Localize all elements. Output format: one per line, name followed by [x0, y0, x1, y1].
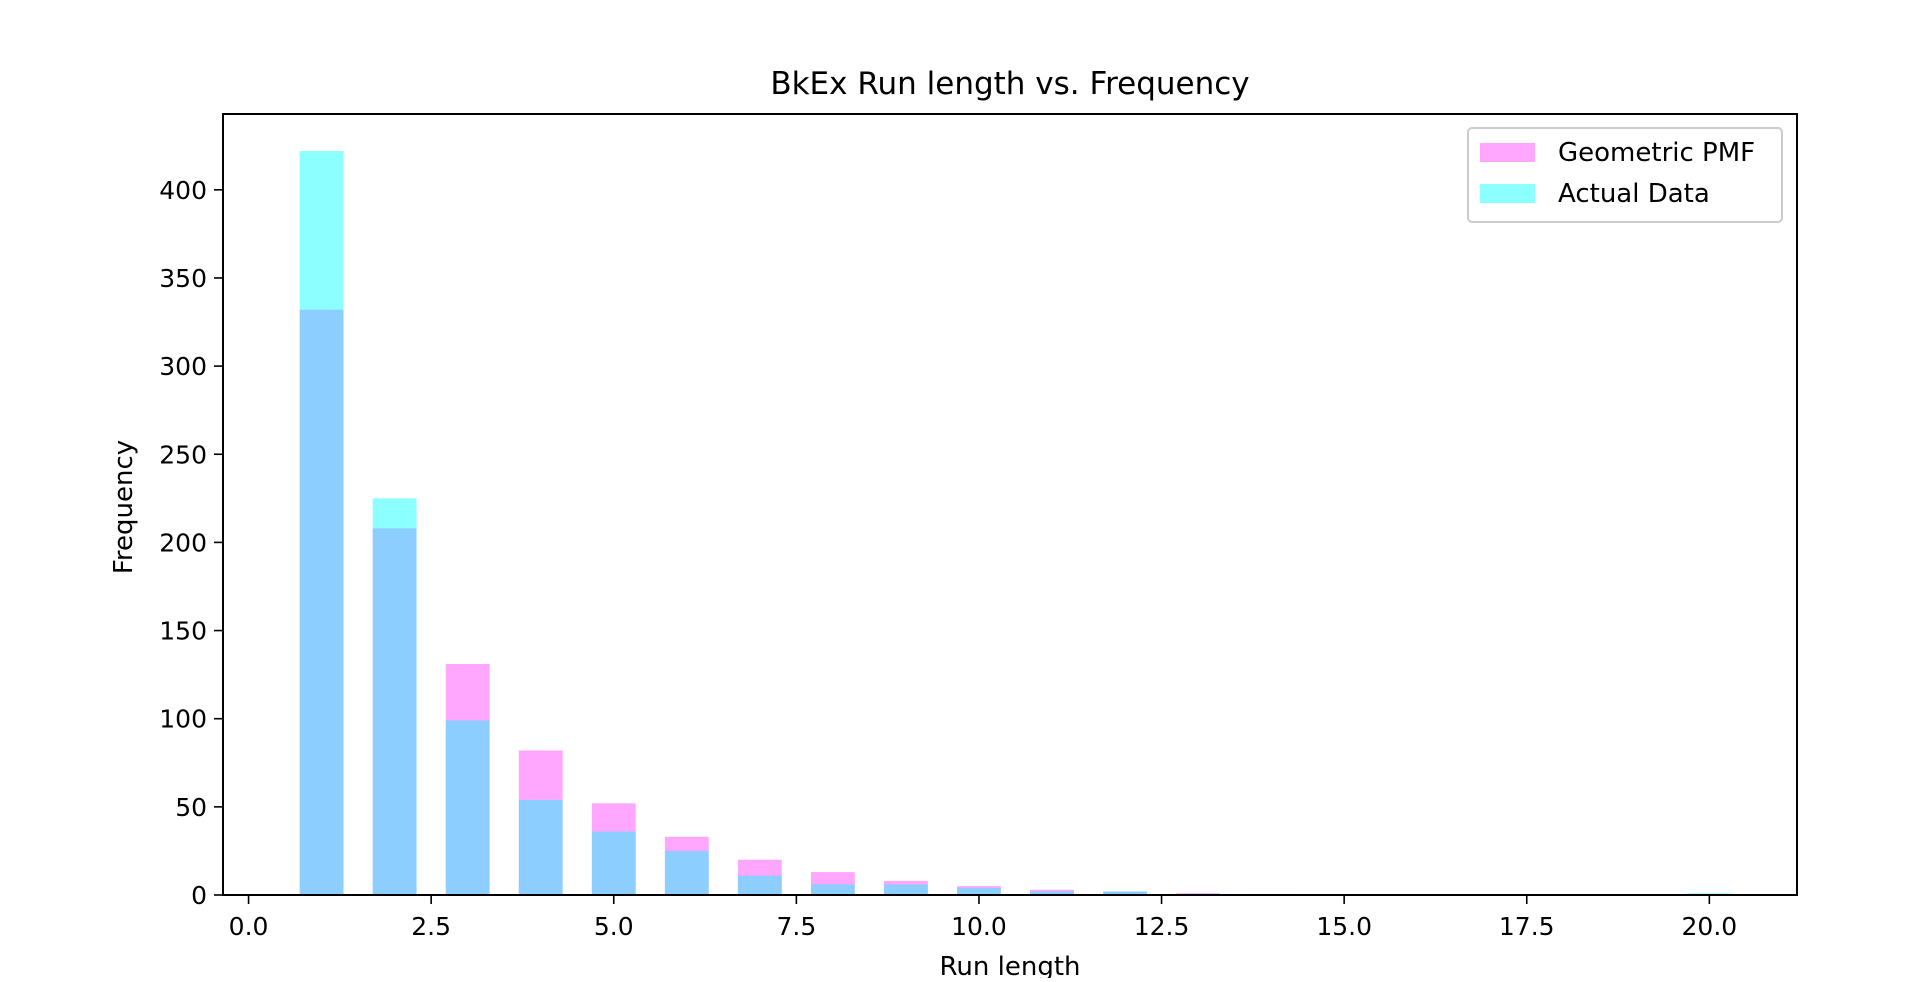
- bar-actual-data-1: [300, 151, 344, 895]
- x-tick-label: 2.5: [411, 912, 451, 941]
- x-tick-label: 20.0: [1682, 912, 1738, 941]
- bar-actual-data-6: [665, 851, 709, 895]
- x-axis-label: Run length: [940, 952, 1081, 978]
- y-axis-label: Frequency: [109, 440, 139, 574]
- bar-actual-data-2: [373, 498, 417, 895]
- y-tick-label: 50: [175, 793, 207, 822]
- legend-swatch-geometric-pmf: [1480, 143, 1535, 162]
- legend-swatch-actual-data: [1480, 184, 1535, 203]
- bar-actual-data-7: [738, 876, 782, 895]
- y-tick-label: 150: [159, 617, 207, 646]
- chart-title: BkEx Run length vs. Frequency: [770, 66, 1249, 102]
- x-tick-label: 0.0: [229, 912, 269, 941]
- bar-actual-data-5: [592, 832, 636, 895]
- legend: Geometric PMF Actual Data: [1468, 128, 1782, 222]
- y-tick-label: 250: [159, 440, 207, 469]
- y-tick-label: 0: [191, 881, 207, 910]
- y-tick-label: 400: [159, 176, 207, 205]
- x-tick-label: 12.5: [1134, 912, 1190, 941]
- bar-actual-data-9: [884, 884, 928, 895]
- legend-label-actual-data: Actual Data: [1558, 179, 1710, 209]
- x-tick-label: 7.5: [776, 912, 816, 941]
- x-tick-label: 10.0: [951, 912, 1007, 941]
- y-tick-label: 200: [159, 528, 207, 557]
- bar-actual-data-8: [811, 884, 855, 895]
- y-tick-label: 100: [159, 705, 207, 734]
- bar-actual-data-3: [446, 720, 490, 895]
- x-tick-label: 17.5: [1499, 912, 1555, 941]
- y-tick-label: 350: [159, 264, 207, 293]
- y-tick-label: 300: [159, 352, 207, 381]
- x-tick-label: 5.0: [594, 912, 634, 941]
- bar-actual-data-10: [957, 888, 1001, 895]
- legend-label-geometric-pmf: Geometric PMF: [1558, 138, 1755, 168]
- x-tick-label: 15.0: [1316, 912, 1372, 941]
- bar-actual-data-4: [519, 800, 563, 895]
